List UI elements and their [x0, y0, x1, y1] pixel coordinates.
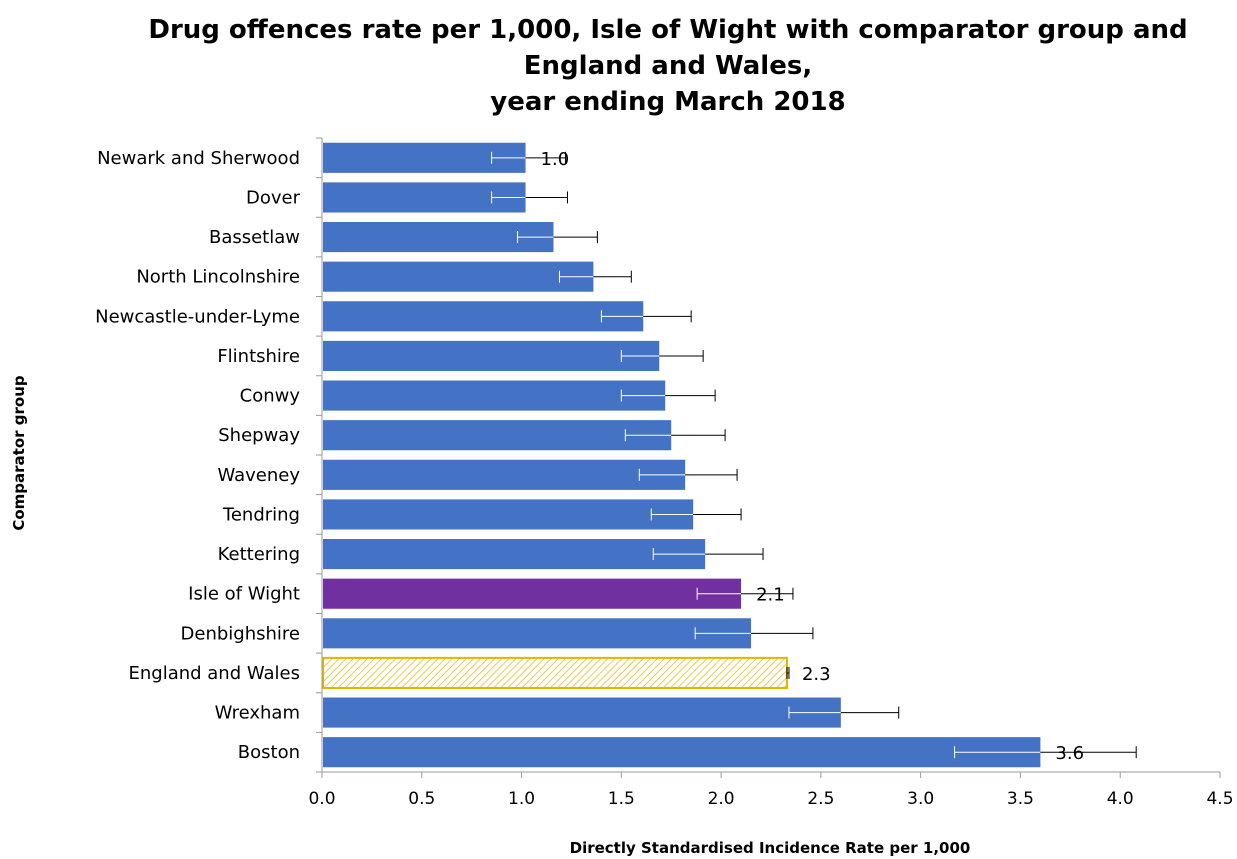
category-label: Boston	[238, 742, 300, 763]
category-label: Denbighshire	[181, 623, 300, 644]
category-label: Tendring	[222, 504, 300, 525]
category-label: Bassetlaw	[209, 227, 300, 248]
data-label: 2.3	[802, 664, 831, 685]
category-label: Shepway	[218, 425, 300, 446]
category-label: Conwy	[240, 386, 301, 407]
category-label: Flintshire	[217, 346, 300, 367]
bar	[323, 539, 706, 570]
data-label: 2.1	[756, 585, 785, 606]
x-tick-label: 4.5	[1206, 789, 1233, 809]
x-tick-label: 1.0	[508, 789, 535, 809]
category-label: North Lincolnshire	[136, 267, 300, 288]
chart-title: Drug offences rate per 1,000, Isle of Wi…	[148, 15, 1187, 117]
bar	[323, 737, 1041, 768]
chart-title-line: Drug offences rate per 1,000, Isle of Wi…	[148, 15, 1187, 45]
x-tick-label: 2.0	[708, 789, 735, 809]
category-label: Kettering	[218, 544, 300, 565]
x-tick-label: 3.5	[1007, 789, 1034, 809]
bar	[323, 222, 554, 253]
category-label: Newcastle-under-Lyme	[95, 306, 300, 327]
chart-title-line: year ending March 2018	[490, 87, 845, 117]
bar	[323, 578, 742, 609]
category-label: Wrexham	[215, 703, 300, 724]
category-label: Waveney	[217, 465, 300, 486]
x-tick-label: 0.0	[308, 789, 335, 809]
x-tick-label: 1.5	[608, 789, 635, 809]
bar	[323, 499, 694, 530]
bar	[323, 420, 672, 451]
category-label: Isle of Wight	[188, 584, 300, 605]
plot-area: Newark and Sherwood 1.0 Dover Bassetlaw Nort…	[95, 137, 1234, 809]
bar	[323, 301, 644, 332]
bar	[323, 380, 666, 411]
category-label: England and Wales	[128, 663, 300, 684]
x-tick-label: 4.0	[1107, 789, 1134, 809]
x-tick-label: 3.0	[907, 789, 934, 809]
bar	[322, 656, 788, 689]
category-label: Newark and Sherwood	[97, 148, 300, 169]
category-label: Dover	[246, 187, 301, 208]
data-label: 1.0	[541, 149, 570, 170]
data-label: 3.6	[1055, 743, 1084, 764]
bar	[323, 618, 752, 649]
bar	[323, 340, 660, 371]
x-axis-title: Directly Standardised Incidence Rate per…	[570, 839, 971, 857]
y-axis-title: Comparator group	[10, 375, 28, 531]
bar	[323, 261, 594, 292]
chart-title-line: England and Wales,	[524, 51, 812, 81]
bar	[323, 459, 686, 490]
x-tick-label: 0.5	[408, 789, 435, 809]
bar	[323, 697, 841, 728]
x-tick-label: 2.5	[807, 789, 834, 809]
